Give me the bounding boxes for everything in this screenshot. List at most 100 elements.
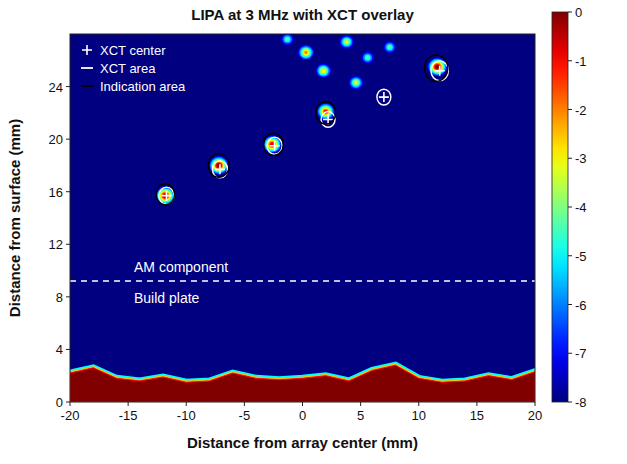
indication-blob (353, 80, 359, 86)
colorbar-tick (568, 255, 572, 256)
colorbar (552, 12, 568, 402)
colorbar-tick (568, 158, 572, 159)
indication-blob (299, 46, 313, 59)
x-axis-title: Distance from array center (mm) (187, 434, 418, 451)
indication-blob (340, 35, 354, 49)
y-tick (66, 349, 70, 350)
xct-center (323, 114, 333, 124)
xct-center (215, 164, 225, 174)
indication-blob (216, 162, 222, 168)
xct-center (379, 92, 389, 102)
indication-blob (209, 156, 229, 175)
indication-blob (284, 36, 290, 42)
indication-blob (365, 55, 371, 61)
indication-blob (344, 39, 350, 45)
x-tick (418, 402, 419, 406)
indication-blob (384, 41, 396, 53)
indication-blob (342, 38, 351, 46)
y-tick-label: 24 (49, 80, 63, 95)
x-tick (186, 402, 187, 406)
indication-blob (363, 53, 372, 62)
colorbar-tick-label: 0 (575, 5, 582, 20)
indication-blob (304, 51, 307, 54)
colorbar-tick-label: -7 (575, 346, 587, 361)
x-tick (476, 402, 477, 406)
indication-blob (349, 76, 363, 90)
y-tick (66, 402, 70, 403)
annotation: Build plate (134, 290, 200, 306)
x-tick-label: 15 (470, 408, 484, 423)
x-tick-label: -15 (119, 408, 138, 423)
indication-blob (300, 47, 311, 58)
indication-blob (341, 36, 353, 47)
chart: LIPA at 3 MHz with XCT overlay AM compone… (0, 0, 627, 464)
colorbar-tick (568, 304, 572, 305)
y-tick (66, 244, 70, 245)
indication-blob (298, 45, 314, 60)
y-axis-title: Distance from surface (mm) (6, 119, 23, 317)
legend-symbol (82, 45, 92, 55)
indication-blob (435, 65, 439, 69)
xct-center (270, 141, 280, 151)
area-circle (156, 184, 175, 205)
x-tick-label: -20 (61, 408, 80, 423)
legend-label: XCT area (100, 61, 156, 76)
x-tick-label: -5 (239, 408, 251, 423)
colorbar-tick (568, 353, 572, 354)
colorbar-tick-label: -4 (575, 200, 587, 215)
plot-area (70, 34, 535, 402)
plot-background (70, 34, 535, 402)
indication-blob (350, 77, 362, 88)
indication-blob (281, 34, 293, 45)
indication-blob (361, 52, 373, 64)
y-tick (66, 86, 70, 87)
x-tick (302, 402, 303, 406)
indication-blob (320, 67, 327, 74)
indication-blob (385, 43, 394, 52)
legend: XCT centerXCT areaIndication area (81, 43, 186, 94)
x-tick-label: -10 (177, 408, 196, 423)
colorbar-tick-label: -6 (575, 298, 587, 313)
indication-blob (317, 65, 330, 77)
colorbar-tick-label: -5 (575, 249, 587, 264)
x-tick-label: 0 (299, 408, 306, 423)
y-tick-label: 20 (49, 132, 63, 147)
x-tick (535, 402, 536, 406)
indication-blob (302, 48, 311, 56)
x-tick-label: 20 (528, 408, 542, 423)
interface-line (70, 280, 535, 282)
indication-blob (321, 69, 326, 73)
colorbar-tick (568, 12, 572, 13)
x-tick (128, 402, 129, 406)
colorbar-tick-label: -3 (575, 151, 587, 166)
legend-label: XCT center (100, 43, 166, 58)
backwall-reflection (70, 365, 535, 402)
backwall-reflection (70, 365, 535, 402)
x-tick-label: 10 (412, 408, 426, 423)
colorbar-tick (568, 60, 572, 61)
x-tick-label: 5 (357, 408, 364, 423)
y-tick (66, 139, 70, 140)
y-tick (66, 191, 70, 192)
colorbar-tick (568, 207, 572, 208)
y-tick-label: 0 (56, 395, 63, 410)
colorbar-tick (568, 402, 572, 403)
area-circle (425, 55, 448, 81)
indication-blob (318, 66, 328, 75)
title: LIPA at 3 MHz with XCT overlay (191, 6, 414, 23)
colorbar-tick-label: -1 (575, 54, 587, 69)
indication-blob (345, 40, 348, 43)
indication-blob (388, 46, 391, 49)
y-tick-label: 4 (56, 342, 63, 357)
colorbar-tick (568, 109, 572, 110)
indication-blob (316, 64, 331, 79)
annotation: AM component (134, 259, 228, 275)
y-tick (66, 296, 70, 297)
xct-center (161, 191, 171, 201)
area-circle (431, 61, 448, 81)
indication-blob (286, 38, 289, 41)
backwall-reflection (70, 365, 535, 402)
area-circle (316, 102, 336, 124)
indication-blob (303, 50, 309, 56)
indication-blob (283, 35, 292, 44)
